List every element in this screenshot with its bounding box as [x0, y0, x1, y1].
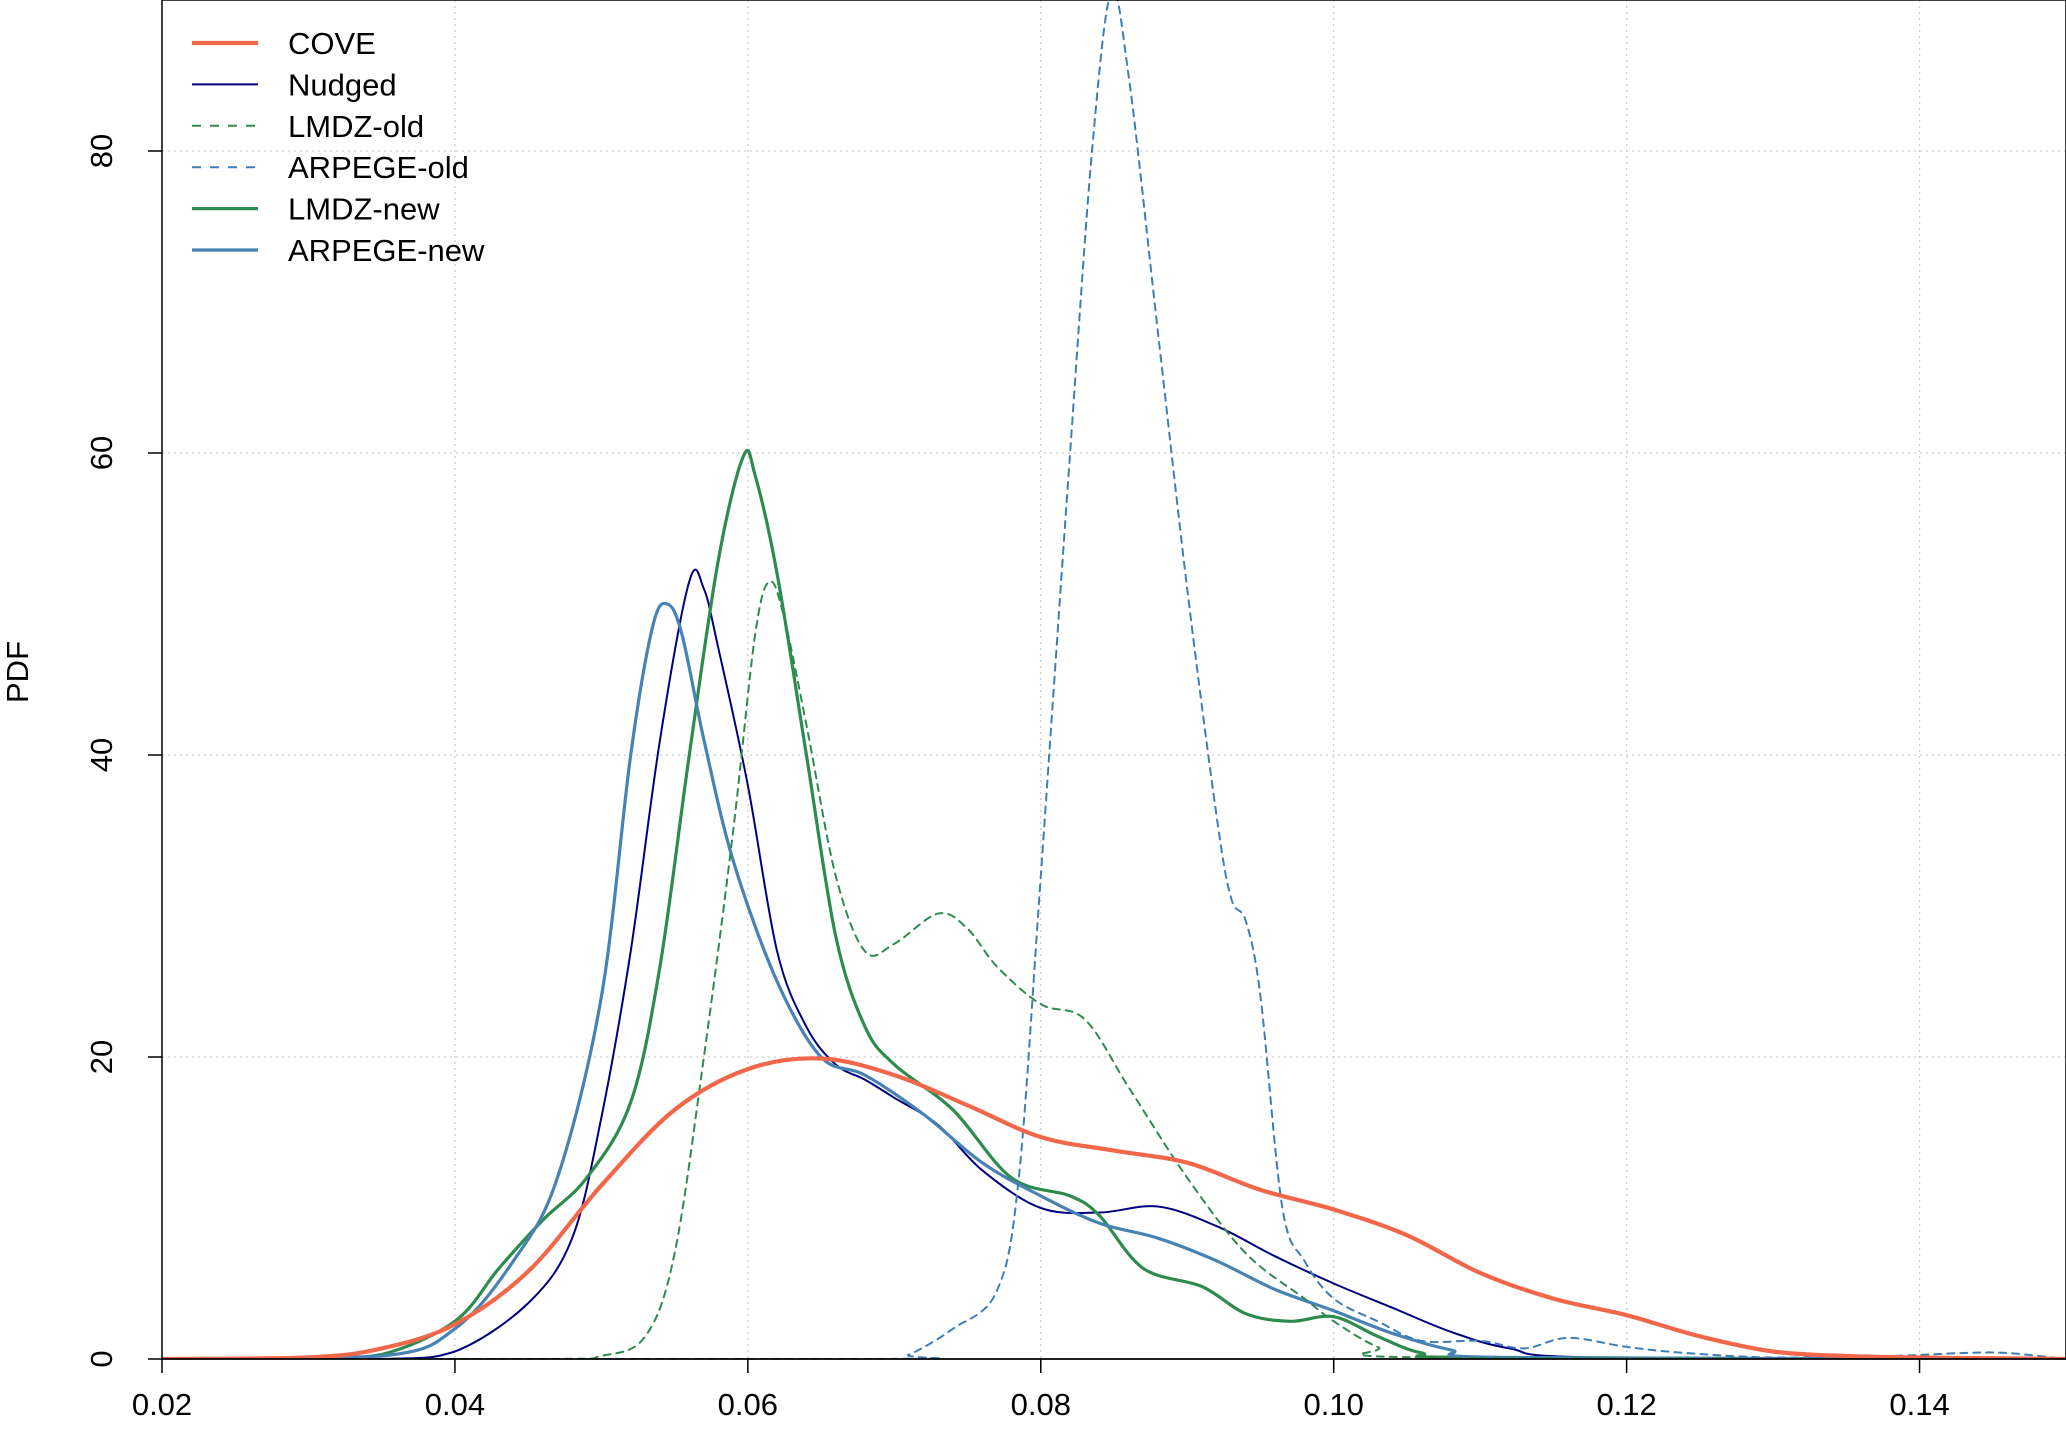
- series-line-lmdz-new: [162, 448, 2066, 1359]
- series-line-arpege-new: [162, 601, 2066, 1359]
- x-tick-label: 0.02: [132, 1387, 192, 1422]
- y-tick-label: 80: [84, 134, 119, 168]
- legend-label: COVE: [288, 26, 376, 61]
- x-tick-label: 0.08: [1011, 1387, 1071, 1422]
- grid-lines: [162, 0, 2066, 1360]
- legend-label: ARPEGE-new: [288, 233, 485, 268]
- x-tick-label: 0.14: [1889, 1387, 1949, 1422]
- legend-label: LMDZ-new: [288, 192, 440, 227]
- legend-label: LMDZ-old: [288, 109, 424, 144]
- x-axis: 0.02 0.04 0.06 0.08 0.10 0.12 0.14: [132, 1358, 2066, 1422]
- y-tick-label: 0: [84, 1350, 119, 1367]
- series-layer: [162, 0, 2066, 1359]
- legend-label: ARPEGE-old: [288, 150, 469, 185]
- legend-label: Nudged: [288, 67, 397, 102]
- legend: COVE Nudged LMDZ-old ARPEGE-old LMDZ-new ARPE…: [192, 26, 485, 268]
- y-tick-label: 60: [84, 436, 119, 470]
- x-tick-label: 0.12: [1596, 1387, 1656, 1422]
- series-line-arpege-old: [162, 0, 2066, 1359]
- series-line-cove: [162, 1056, 2066, 1359]
- y-axis-title: PDF: [0, 641, 35, 703]
- series-line-lmdz-old: [162, 580, 2066, 1359]
- plot-frame: [161, 0, 2066, 1360]
- y-tick-label: 40: [84, 738, 119, 772]
- series-line-nudged: [162, 568, 2066, 1359]
- x-tick-label: 0.10: [1304, 1387, 1364, 1422]
- y-tick-label: 20: [84, 1040, 119, 1074]
- x-tick-label: 0.04: [425, 1387, 485, 1422]
- y-axis: 0 20 40 60 80: [84, 134, 162, 1368]
- x-tick-label: 0.06: [718, 1387, 778, 1422]
